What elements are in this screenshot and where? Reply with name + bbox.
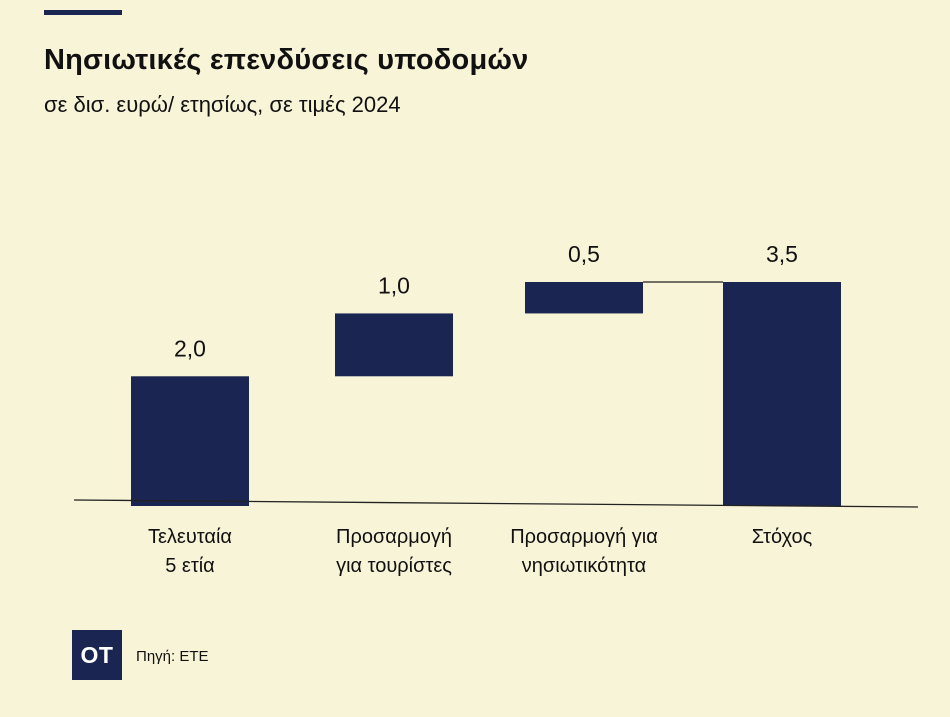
bar-3: [525, 282, 643, 314]
value-label-2: 1,0: [378, 272, 410, 298]
category-label-2: Προσαρμογή για τουρίστες: [336, 526, 452, 577]
source-note: Πηγή: ΕΤΕ: [136, 648, 209, 665]
chart-subtitle: σε δισ. ευρώ/ ετησίως, σε τιμές 2024: [44, 92, 401, 117]
category-label-line: νησιωτικότητα: [522, 555, 646, 577]
value-label-1: 2,0: [174, 335, 206, 361]
ot-logo: OT: [72, 630, 122, 680]
category-label-line: Προσαρμογή: [336, 526, 452, 548]
bar-1: [131, 376, 249, 506]
value-label-4: 3,5: [766, 241, 798, 267]
category-label-3: Προσαρμογή για νησιωτικότητα: [510, 526, 658, 577]
category-label-line: Στόχος: [752, 526, 813, 548]
category-label-4: Στόχος: [752, 526, 813, 548]
x-axis-baseline: [73, 499, 919, 508]
category-label-line: για τουρίστες: [336, 555, 452, 577]
bar-4: [723, 282, 841, 506]
category-label-line: 5 ετία: [165, 555, 215, 577]
chart-title: Νησιωτικές επενδύσεις υποδομών: [44, 44, 529, 76]
category-label-line: Τελευταία: [148, 526, 232, 548]
bar-2: [335, 313, 453, 377]
top-accent-rule: [44, 10, 122, 15]
value-label-3: 0,5: [568, 241, 600, 267]
category-label-line: Προσαρμογή για: [510, 526, 658, 548]
category-label-1: Τελευταία 5 ετία: [148, 526, 232, 577]
